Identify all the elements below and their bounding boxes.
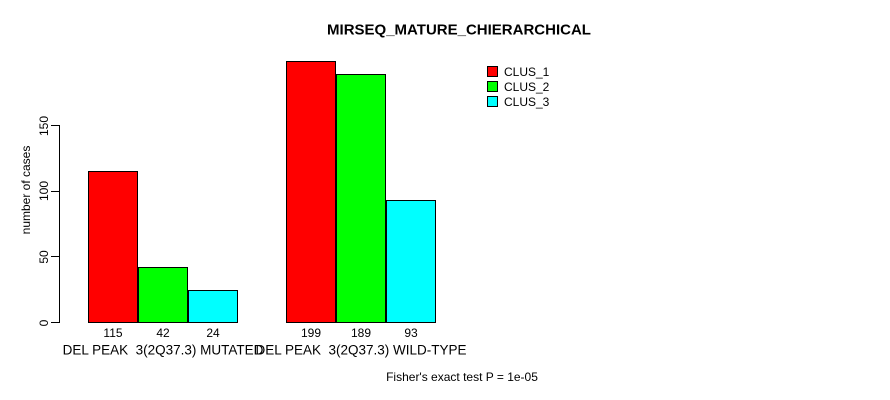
y-axis-line [59,125,60,323]
y-tick-label-100: 100 [37,181,51,202]
category-label-1: DEL PEAK 3(2Q37.3) MUTATED [62,342,264,358]
bar-clus-2-group-1 [138,266,188,323]
legend-swatch-clus-2 [487,81,498,92]
bar-clus-3-group-1 [188,290,238,323]
bar-value-clus-3-group-1: 24 [206,326,220,340]
y-tick-label-0: 0 [37,319,51,326]
legend-label-clus-1: CLUS_1 [504,64,550,79]
legend-label-clus-3: CLUS_3 [504,94,550,109]
bar-value-clus-2-group-2: 189 [350,326,372,340]
y-tick-100 [51,190,60,192]
y-tick-label-50: 50 [37,250,51,264]
y-axis-label: number of cases [19,145,33,235]
legend-item-clus-1: CLUS_1 [487,64,549,79]
bar-clus-2-group-2 [336,73,386,323]
legend-swatch-clus-3 [487,96,498,107]
bar-clus-1-group-2 [286,60,336,323]
chart-title: MIRSEQ_MATURE_CHIERARCHICAL [327,21,591,39]
legend: CLUS_1 CLUS_2 CLUS_3 [487,64,549,109]
y-tick-150 [51,125,60,126]
category-label-2: DEL PEAK 3(2Q37.3) WILD-TYPE [255,342,467,358]
annotation-text: Fisher's exact test P = 1e-05 [386,370,538,384]
bar-value-clus-1-group-2: 199 [300,326,322,340]
legend-item-clus-2: CLUS_2 [487,79,549,94]
bar-clus-1-group-1 [88,170,138,323]
bar-value-clus-2-group-1: 42 [156,326,170,340]
y-tick-50 [51,256,60,258]
legend-label-clus-2: CLUS_2 [504,79,550,94]
y-tick-label-150: 150 [37,115,51,136]
bar-value-clus-1-group-1: 115 [103,326,123,340]
legend-item-clus-3: CLUS_3 [487,94,549,109]
bar-clus-3-group-2 [386,199,436,323]
legend-swatch-clus-1 [487,66,498,77]
y-tick-0 [51,322,60,323]
bar-value-clus-3-group-2: 93 [404,326,418,340]
